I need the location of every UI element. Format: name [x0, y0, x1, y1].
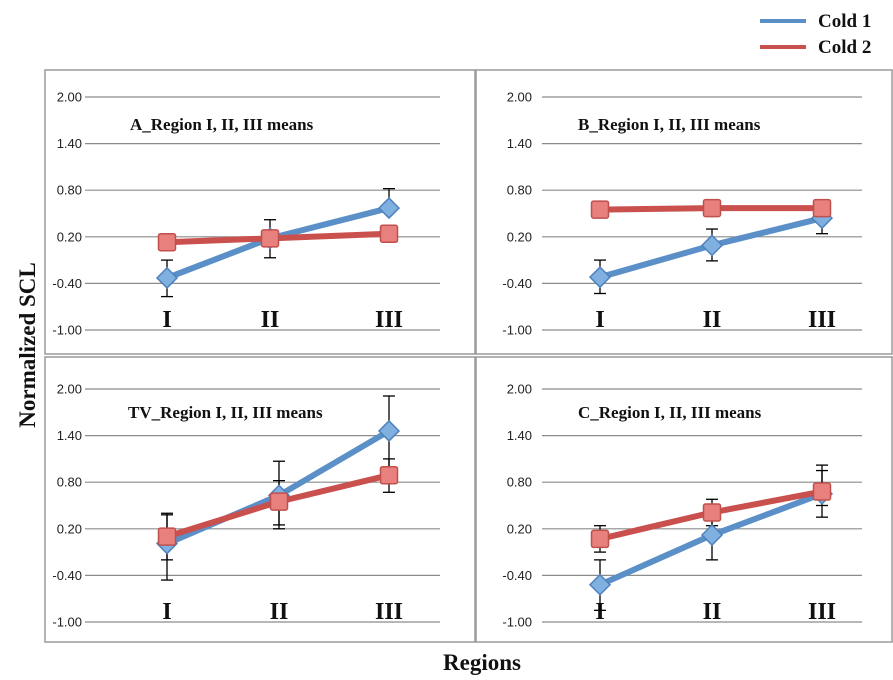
panel-frame-c	[475, 356, 893, 643]
y-tick-label: 0.20	[57, 229, 82, 244]
panel-title: C_Region I, II, III means	[578, 403, 762, 422]
panel-frame-tv	[44, 356, 476, 643]
panel-a: 2.00 1.40 0.80 0.20 -0.40 -1.00 A_Region I, II…	[52, 90, 440, 338]
category-label: II	[270, 599, 289, 625]
data-point-cold1	[588, 573, 612, 596]
panel-tv: 2.00 1.40 0.80 0.20 -0.40 -1.00 TV_Region I, I…	[52, 382, 440, 630]
y-tick-label: 1.40	[507, 428, 532, 443]
category-label: I	[595, 307, 604, 333]
data-point-cold2	[812, 198, 832, 218]
y-axis-title: Normalized SCL	[15, 262, 40, 427]
legend: Cold 1 Cold 2	[760, 11, 871, 58]
category-label: II	[261, 307, 280, 333]
category-label: I	[162, 307, 171, 333]
data-point-cold2	[590, 200, 610, 219]
panel-frame-b	[475, 69, 893, 355]
y-tick-label: 0.20	[57, 521, 82, 536]
data-point-cold2	[702, 503, 722, 522]
panels: 2.00 1.40 0.80 0.20 -0.40 -1.00 A_Region I, II…	[52, 90, 862, 630]
y-tick-label: 0.80	[507, 183, 532, 198]
y-tick-label: 0.80	[507, 475, 532, 490]
data-point-cold2	[269, 492, 289, 511]
data-point-cold1	[700, 523, 724, 547]
y-tick-label: 2.00	[507, 90, 532, 105]
data-point-cold2	[260, 229, 280, 248]
panel-title: TV_Region I, II, III means	[128, 403, 323, 422]
y-tick-label: -1.00	[502, 615, 532, 630]
data-point-cold2	[812, 482, 832, 501]
panel-title: B_Region I, II, III means	[578, 115, 761, 134]
category-label: III	[375, 599, 403, 625]
y-tick-label: 0.20	[507, 521, 532, 536]
y-tick-label: 0.20	[507, 229, 532, 244]
category-label: II	[703, 307, 722, 333]
panel-title: A_Region I, II, III means	[130, 115, 314, 134]
panel-b: 2.00 1.40 0.80 0.20 -0.40 -1.00 B_Region I, II…	[502, 90, 862, 338]
y-tick-label: -1.00	[52, 323, 82, 338]
y-tick-label: -0.40	[502, 568, 532, 583]
category-label: III	[375, 307, 403, 333]
data-point-cold2	[379, 465, 399, 485]
y-tick-label: -1.00	[502, 323, 532, 338]
legend-label-cold2: Cold 2	[818, 37, 871, 58]
y-tick-label: -0.40	[502, 276, 532, 291]
y-tick-label: -0.40	[52, 568, 82, 583]
category-label: I	[595, 599, 604, 625]
data-point-cold1	[700, 234, 724, 257]
category-label: I	[162, 599, 171, 625]
data-point-cold2	[379, 224, 399, 243]
panel-frame-a	[44, 69, 476, 355]
data-point-cold2	[702, 198, 722, 218]
data-point-cold1	[377, 419, 401, 443]
category-label: III	[808, 307, 836, 333]
y-tick-label: 2.00	[57, 90, 82, 105]
y-tick-label: 0.80	[57, 183, 82, 198]
y-tick-label: 0.80	[57, 475, 82, 490]
data-point-cold1	[155, 266, 179, 290]
y-tick-label: -1.00	[52, 615, 82, 630]
legend-label-cold1: Cold 1	[818, 11, 871, 32]
y-tick-label: 2.00	[507, 382, 532, 397]
y-tick-label: 1.40	[507, 136, 532, 151]
category-label: II	[703, 599, 722, 625]
data-point-cold1	[588, 266, 612, 289]
data-point-cold2	[590, 529, 610, 549]
x-axis-title: Regions	[443, 650, 521, 675]
data-point-cold1	[377, 197, 401, 220]
y-tick-label: 2.00	[57, 382, 82, 397]
y-tick-label: 1.40	[57, 136, 82, 151]
panel-c: 2.00 1.40 0.80 0.20 -0.40 -1.00 C_Region I, II…	[502, 382, 862, 630]
category-label: III	[808, 599, 836, 625]
y-tick-label: -0.40	[52, 276, 82, 291]
y-tick-label: 1.40	[57, 428, 82, 443]
data-point-cold2	[157, 232, 177, 252]
data-point-cold2	[157, 527, 177, 546]
